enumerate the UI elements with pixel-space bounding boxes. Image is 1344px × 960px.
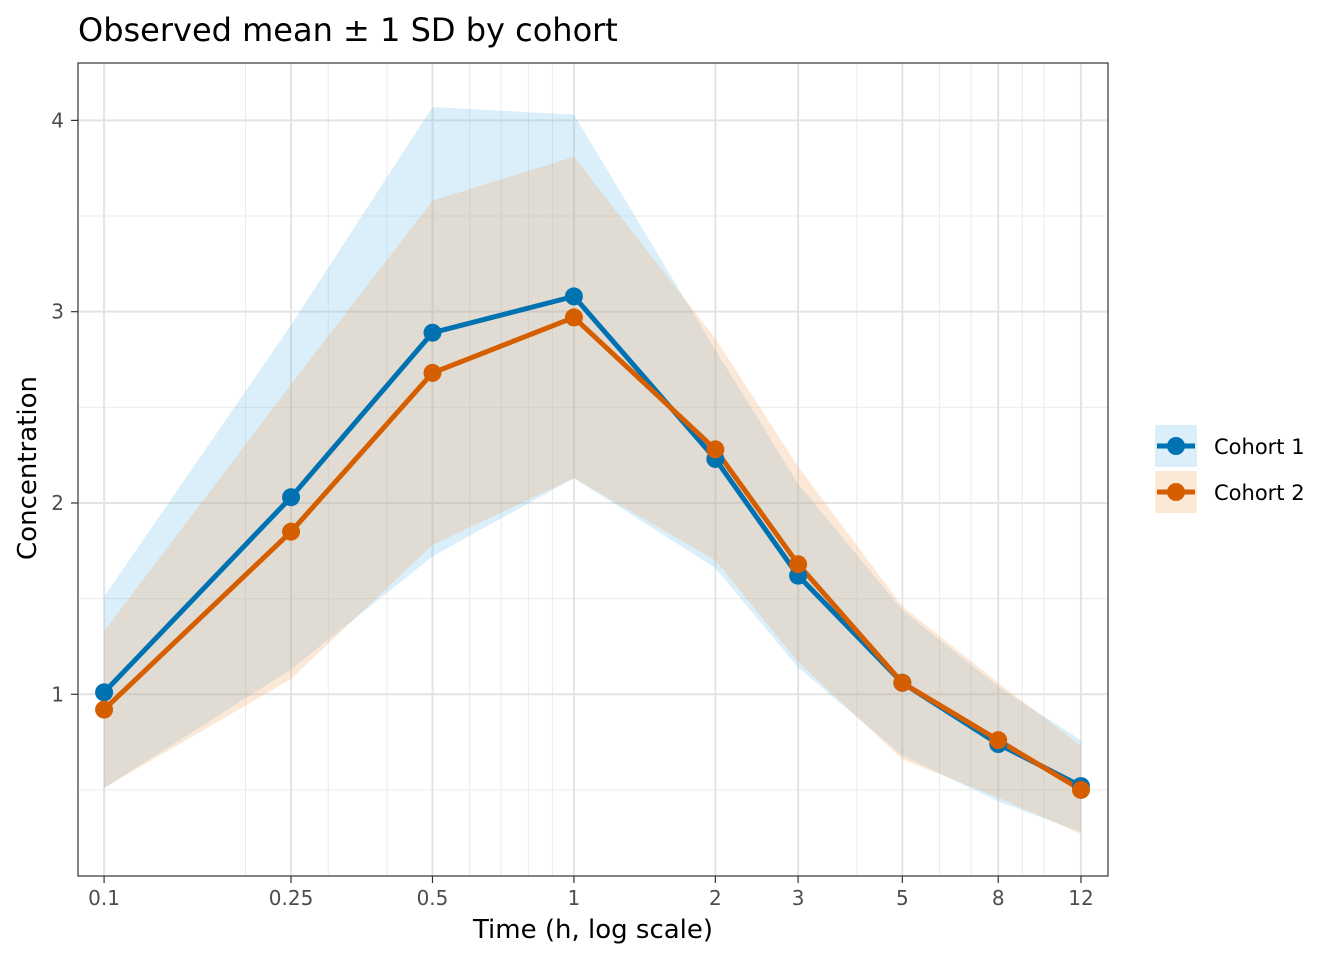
x-axis: 0.1 0.25 0.5 1 2 3 5 8 12 xyxy=(88,876,1094,910)
legend-key-point xyxy=(1167,437,1185,455)
legend-label: Cohort 2 xyxy=(1214,481,1305,505)
x-tick-label: 12 xyxy=(1068,886,1093,910)
grid-major xyxy=(78,63,1108,876)
legend-key-point xyxy=(1167,483,1185,501)
x-tick-label: 2 xyxy=(709,886,722,910)
data-point xyxy=(282,488,301,507)
x-tick-label: 8 xyxy=(992,886,1005,910)
y-tick-label: 3 xyxy=(51,300,64,324)
data-point xyxy=(789,555,808,574)
data-point xyxy=(706,440,725,459)
x-tick-label: 1 xyxy=(568,886,581,910)
data-point xyxy=(564,287,583,306)
x-tick-label: 0.5 xyxy=(417,886,449,910)
panel-border xyxy=(77,62,1109,877)
bands xyxy=(104,106,1081,834)
x-tick-label: 0.1 xyxy=(88,886,120,910)
data-point xyxy=(282,522,301,541)
data-point xyxy=(1071,780,1090,799)
y-tick-label: 2 xyxy=(51,491,64,515)
x-axis-title: Time (h, log scale) xyxy=(472,915,713,945)
legend-item-1: Cohort 1 xyxy=(1155,425,1305,467)
data-point xyxy=(989,731,1008,750)
y-tick-label: 1 xyxy=(51,682,64,706)
data-point xyxy=(893,673,912,692)
series-points xyxy=(95,287,1090,799)
data-point xyxy=(423,363,442,382)
legend-item-2: Cohort 2 xyxy=(1155,471,1305,513)
y-axis: 1 2 3 4 xyxy=(51,108,78,706)
data-point xyxy=(564,308,583,327)
x-tick-label: 0.25 xyxy=(269,886,314,910)
data-point xyxy=(95,700,114,719)
legend: Cohort 1 Cohort 2 xyxy=(1155,425,1305,513)
sd-band-2 xyxy=(104,156,1081,834)
chart-title: Observed mean ± 1 SD by cohort xyxy=(78,11,618,49)
grid-minor xyxy=(78,63,1108,876)
data-point xyxy=(423,323,442,342)
y-axis-title: Concentration xyxy=(13,376,43,560)
x-tick-label: 5 xyxy=(896,886,909,910)
data-point xyxy=(95,683,114,702)
x-tick-label: 3 xyxy=(792,886,805,910)
y-tick-label: 4 xyxy=(51,108,64,132)
sd-band-1 xyxy=(104,106,1081,833)
legend-label: Cohort 1 xyxy=(1214,435,1305,459)
